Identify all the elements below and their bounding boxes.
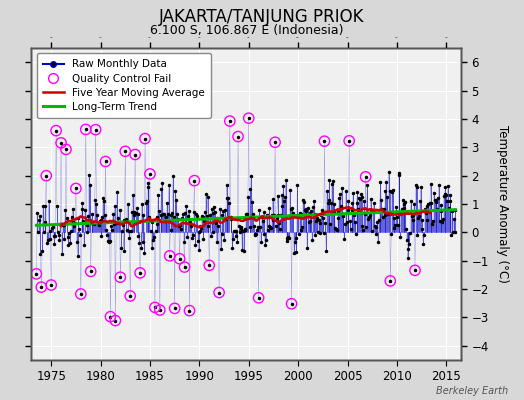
Point [166, 253, 174, 259]
Point [176, 256, 184, 262]
Point [42, 172, 50, 179]
Point [180, 264, 189, 270]
Point [185, 308, 194, 314]
Point [82, 126, 90, 133]
Point [47, 282, 56, 288]
Point [77, 291, 85, 297]
Point [170, 305, 179, 312]
Point [131, 151, 139, 158]
Point [92, 126, 100, 133]
Point [411, 267, 419, 274]
Point [116, 274, 125, 280]
Point [271, 139, 279, 146]
Point [37, 284, 46, 290]
Point [141, 135, 149, 142]
Point [215, 289, 223, 296]
Point [226, 118, 234, 124]
Point [320, 138, 329, 144]
Text: JAKARTA/TANJUNG PRIOK: JAKARTA/TANJUNG PRIOK [159, 8, 365, 26]
Point [255, 295, 263, 301]
Point [245, 115, 253, 121]
Point [57, 140, 66, 146]
Point [126, 293, 135, 299]
Point [52, 128, 60, 134]
Point [345, 138, 353, 144]
Point [205, 262, 213, 268]
Point [287, 300, 296, 307]
Text: Berkeley Earth: Berkeley Earth [436, 386, 508, 396]
Point [190, 178, 199, 184]
Point [146, 171, 154, 177]
Point [62, 146, 70, 153]
Point [101, 158, 110, 165]
Point [156, 307, 164, 313]
Y-axis label: Temperature Anomaly (°C): Temperature Anomaly (°C) [496, 125, 509, 283]
Point [72, 185, 80, 192]
Point [32, 271, 40, 277]
Point [121, 148, 129, 154]
Point [386, 278, 395, 284]
Title: 6.100 S, 106.867 E (Indonesia): 6.100 S, 106.867 E (Indonesia) [149, 24, 343, 36]
Point [136, 270, 144, 276]
Point [86, 268, 95, 275]
Point [151, 304, 159, 311]
Point [234, 133, 242, 140]
Legend: Raw Monthly Data, Quality Control Fail, Five Year Moving Average, Long-Term Tren: Raw Monthly Data, Quality Control Fail, … [37, 53, 211, 118]
Point [362, 174, 370, 180]
Point [111, 317, 119, 324]
Point [106, 314, 115, 320]
